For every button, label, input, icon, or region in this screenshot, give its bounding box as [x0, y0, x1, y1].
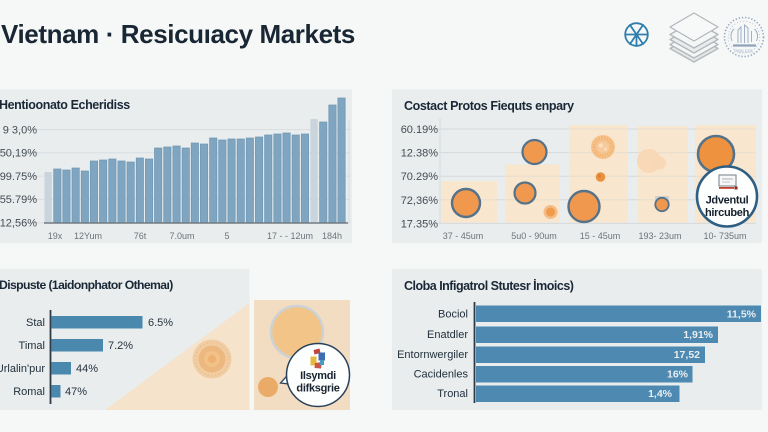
svg-text:Stal: Stal [26, 317, 45, 329]
svg-text:1,91%: 1,91% [683, 329, 713, 341]
svg-text:193- 23um: 193- 23um [638, 231, 681, 241]
svg-text:Cacidenles: Cacidenles [414, 369, 469, 381]
svg-text:Hentioonato Echeridiss: Hentioonato Echeridiss [0, 98, 130, 112]
svg-text:difksgrie: difksgrie [296, 383, 339, 395]
svg-text:12.38%: 12.38% [401, 148, 439, 160]
svg-text:50,19%: 50,19% [0, 148, 37, 160]
svg-text:55.79%: 55.79% [0, 194, 37, 206]
svg-text:12,56%: 12,56% [0, 218, 37, 230]
svg-text:Dispuste (1aidonphator Othemaı: Dispuste (1aidonphator Othemaı) [0, 278, 173, 292]
svg-text:7.2%: 7.2% [108, 340, 133, 352]
svg-text:Ilsymdi: Ilsymdi [300, 370, 336, 382]
svg-text:Cloba Infigatrol Stutesr İmoic: Cloba Infigatrol Stutesr İmoics) [404, 278, 574, 293]
svg-text:7.0um: 7.0um [169, 231, 194, 241]
svg-text:10- 735um: 10- 735um [703, 231, 746, 241]
svg-text:17 - - 12um: 17 - - 12um [267, 231, 313, 241]
svg-text:17.35%: 17.35% [401, 218, 439, 230]
svg-text:76t: 76t [134, 231, 147, 241]
svg-text:Urlalin'pur: Urlalin'pur [0, 363, 45, 375]
svg-text:9 3,0%: 9 3,0% [3, 124, 37, 136]
svg-text:44%: 44% [76, 363, 98, 375]
svg-text:99.75%: 99.75% [0, 171, 37, 183]
svg-text:Vietnam · Resicuıacy Markets: Vietnam · Resicuıacy Markets [1, 19, 355, 49]
svg-text:Jdventul: Jdventul [706, 195, 749, 207]
svg-text:Costact Protos Fiequts enpary: Costact Protos Fiequts enpary [404, 99, 574, 113]
svg-text:184h: 184h [322, 231, 342, 241]
svg-text:19x: 19x [48, 231, 63, 241]
svg-text:FIQtLGOL: FIQtLGOL [734, 49, 754, 54]
svg-text:Entornwergiler: Entornwergiler [397, 349, 468, 361]
svg-text:11,5%: 11,5% [727, 309, 757, 321]
svg-text:12Yum: 12Yum [74, 231, 102, 241]
svg-text:15 - 45um: 15 - 45um [580, 231, 621, 241]
svg-text:Romal: Romal [13, 386, 45, 398]
svg-text:72,36%: 72,36% [401, 195, 439, 207]
svg-text:17,52: 17,52 [674, 349, 700, 361]
svg-text:Tronal: Tronal [437, 388, 468, 400]
svg-text:Timal: Timal [19, 340, 45, 352]
svg-text:16%: 16% [667, 369, 689, 381]
svg-text:1,4%: 1,4% [648, 388, 673, 400]
svg-text:Bociol: Bociol [438, 309, 468, 321]
svg-text:47%: 47% [65, 386, 87, 398]
svg-text:5: 5 [224, 231, 229, 241]
svg-text:60.19%: 60.19% [401, 124, 439, 136]
svg-text:70.29%: 70.29% [401, 171, 439, 183]
svg-text:37 - 45um: 37 - 45um [443, 231, 484, 241]
svg-text:hircubeh: hircubeh [705, 207, 750, 219]
svg-text:5u0 - 90um: 5u0 - 90um [511, 231, 557, 241]
svg-text:Enatdler: Enatdler [427, 329, 468, 341]
svg-text:6.5%: 6.5% [148, 317, 173, 329]
